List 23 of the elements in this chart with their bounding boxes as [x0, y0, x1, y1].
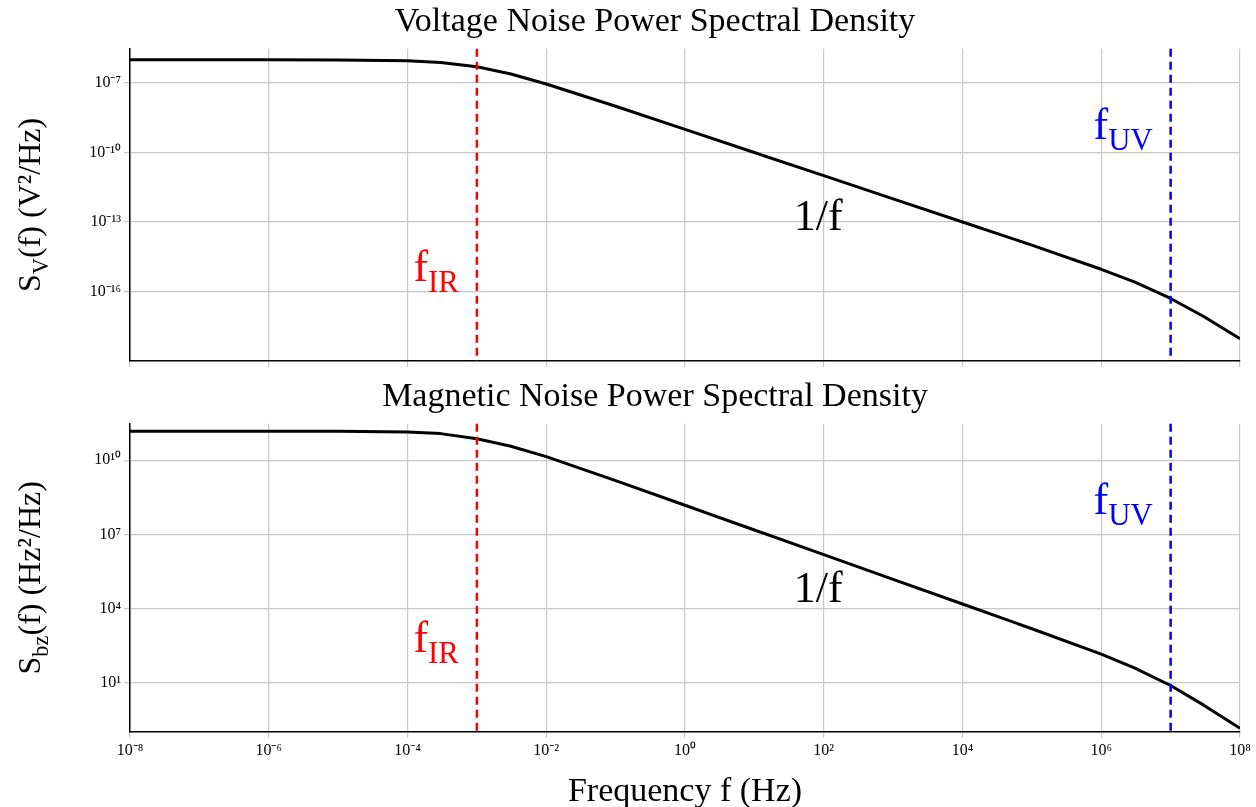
y-tick-label: 10⁻⁷: [94, 73, 121, 91]
x-tick-label: 10⁸: [1229, 740, 1251, 758]
y-tick-label: 10⁻¹³: [90, 212, 122, 230]
y-tick-label: 10⁷: [99, 524, 121, 542]
chart-title: Magnetic Noise Power Spectral Density: [382, 376, 928, 414]
annotation: 1/f: [793, 190, 843, 240]
y-tick-label: 10¹⁰: [94, 450, 121, 468]
x-tick-label: 10⁴: [951, 740, 974, 758]
x-tick-label: 10⁰: [674, 740, 696, 758]
y-tick-label: 10⁻¹⁶: [89, 281, 121, 299]
annotation: 1/f: [793, 563, 843, 613]
x-tick-label: 10⁻²: [533, 740, 560, 758]
y-axis-title: SV(f) (V²/Hz): [11, 117, 53, 292]
x-tick-label: 10²: [813, 740, 835, 758]
chart-title: Voltage Noise Power Spectral Density: [394, 1, 916, 39]
y-tick-label: 10⁻¹⁰: [89, 142, 121, 160]
y-tick-label: 10¹: [100, 672, 122, 690]
y-tick-label: 10⁴: [99, 598, 122, 616]
x-tick-label: 10⁶: [1090, 740, 1113, 758]
x-tick-label: 10⁻⁴: [394, 740, 422, 758]
x-tick-label: 10⁻⁸: [116, 740, 144, 758]
y-axis-title: Sbz(f) (Hz²/Hz): [11, 481, 53, 675]
x-tick-label: 10⁻⁶: [255, 740, 283, 758]
